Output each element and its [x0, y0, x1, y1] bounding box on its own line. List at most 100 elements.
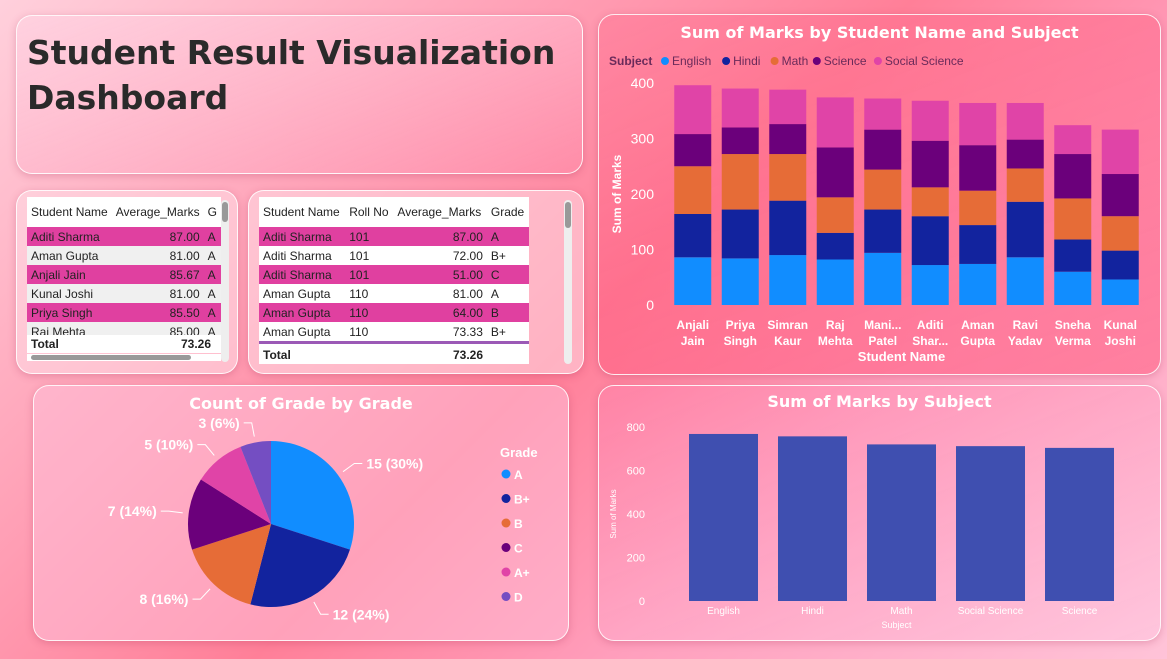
cell: 85.67 [111, 265, 204, 284]
bar-segment [816, 232, 854, 260]
table-row[interactable]: Aditi Sharma 87.00 A [27, 227, 221, 246]
bar-segment [816, 259, 854, 305]
column-header[interactable]: Average_Marks [111, 197, 204, 227]
cell: Kunal Joshi [27, 284, 112, 303]
x-tick-label: Gupta [960, 334, 995, 348]
cell: 72.00 [393, 246, 487, 265]
chart-title: Count of Grade by Grade [189, 394, 413, 413]
bar-segment [959, 225, 997, 264]
bar [867, 444, 936, 601]
table-row[interactable]: Kunal Joshi 81.00 A [27, 284, 221, 303]
bar-segment [721, 88, 759, 128]
table-row[interactable]: Aman Gupta 110 81.00 A [259, 284, 529, 303]
column-header[interactable]: Student Name [27, 197, 112, 227]
x-tick-label: Patel [868, 334, 897, 348]
bar-segment [1006, 168, 1044, 202]
x-tick-label: Raj [826, 318, 845, 332]
cell: Aditi Sharma [259, 246, 346, 265]
legend-entry: A [514, 468, 523, 482]
legend-marker [770, 57, 779, 65]
table-row[interactable]: Priya Singh 85.50 A [27, 303, 221, 322]
x-tick-label: Singh [724, 334, 757, 348]
table-row[interactable]: Aman Gupta 81.00 A [27, 246, 221, 265]
bar-segment [721, 258, 759, 305]
table-row[interactable]: Aditi Sharma 101 72.00 B+ [259, 246, 529, 265]
bar-segment [911, 216, 949, 266]
bar-segment [1006, 102, 1044, 140]
chart-title: Sum of Marks by Subject [767, 392, 992, 411]
y-tick-label: 100 [631, 242, 655, 258]
legend-marker [722, 57, 731, 65]
table-row[interactable]: Aditi Sharma 101 87.00 A [259, 227, 529, 246]
bar-segment [1054, 198, 1092, 240]
cell: Priya Singh [27, 303, 112, 322]
table-row[interactable]: Aman Gupta 110 64.00 B [259, 303, 529, 322]
total-value: 73.26 [453, 348, 484, 362]
column-header[interactable]: Grade [486, 197, 529, 227]
bar-segment [1101, 129, 1139, 175]
bar-segment [864, 252, 902, 305]
column-header[interactable]: Student Name [259, 197, 346, 227]
column-header[interactable]: Average_Marks [393, 197, 487, 227]
bar-segment [864, 98, 902, 130]
bar-segment [769, 124, 807, 155]
legend-entry: Hindi [733, 54, 760, 68]
vertical-scrollbar[interactable] [564, 200, 572, 364]
leader-line [160, 510, 183, 514]
dashboard-title: Student Result Visualization Dashboard [27, 33, 556, 117]
x-tick-label: Mani... [864, 318, 901, 332]
bar-segment [1101, 279, 1139, 305]
data-label: 8 (16%) [139, 591, 188, 607]
x-tick-label: Simran [767, 318, 808, 332]
vertical-scrollbar[interactable] [221, 200, 229, 362]
legend-marker [812, 57, 821, 65]
table-row[interactable]: Aman Gupta 110 73.33 B+ [259, 322, 529, 341]
bar-segment [816, 197, 854, 233]
x-axis-label: Student Name [858, 349, 945, 364]
y-tick-label: 600 [627, 466, 645, 478]
x-tick-label: Kaur [774, 334, 802, 348]
vertical-scroll-thumb[interactable] [222, 202, 228, 222]
cell: Aman Gupta [259, 303, 346, 322]
legend-entry: C [514, 542, 523, 556]
cell: B+ [486, 322, 529, 341]
legend-title: Subject [609, 54, 652, 68]
cell: 81.00 [393, 284, 487, 303]
legend-entry: A+ [514, 566, 530, 580]
leader-line [192, 588, 211, 600]
cell: Aditi Sharma [27, 227, 112, 246]
y-tick-label: 0 [646, 297, 654, 313]
chart-title: Sum of Marks by Student Name and Subject [680, 23, 1079, 42]
cell: 101 [345, 246, 394, 265]
cell: A [203, 246, 221, 265]
total-label: Total [31, 337, 59, 351]
cell: 110 [345, 303, 394, 322]
column-header[interactable]: G [203, 197, 221, 227]
cell: Aman Gupta [259, 284, 346, 303]
x-tick-label: Yadav [1008, 334, 1043, 348]
horizontal-scroll-thumb[interactable] [31, 355, 191, 360]
data-label: 15 (30%) [366, 455, 423, 471]
y-tick-label: 0 [639, 596, 645, 608]
bar-segment [674, 166, 712, 214]
stacked-bar-chart-card: Sum of Marks by Student Name and Subject… [598, 14, 1161, 375]
title-card: Student Result Visualization Dashboard [16, 15, 583, 174]
bar-segment [721, 154, 759, 210]
vertical-scroll-thumb[interactable] [565, 202, 571, 228]
table-row[interactable]: Anjali Jain 85.67 A [27, 265, 221, 284]
y-axis-label: Sum of Marks [609, 489, 618, 538]
cell: B+ [486, 246, 529, 265]
bar-segment [1054, 154, 1092, 199]
cell: 87.00 [111, 227, 204, 246]
cell: 85.50 [111, 303, 204, 322]
table-row[interactable]: Aditi Sharma 101 51.00 C [259, 265, 529, 284]
bar-segment [1101, 250, 1139, 280]
legend-entry: D [514, 591, 523, 605]
horizontal-scrollbar[interactable] [27, 354, 221, 361]
column-header[interactable]: Roll No [345, 197, 394, 227]
bar-segment [769, 89, 807, 125]
grade-detail-table-card: Student Name Roll No Average_Marks Grade… [248, 190, 584, 374]
bar-segment [1054, 125, 1092, 155]
pie-slice [271, 441, 354, 550]
table-header-row: Student Name Average_Marks G [27, 197, 221, 227]
